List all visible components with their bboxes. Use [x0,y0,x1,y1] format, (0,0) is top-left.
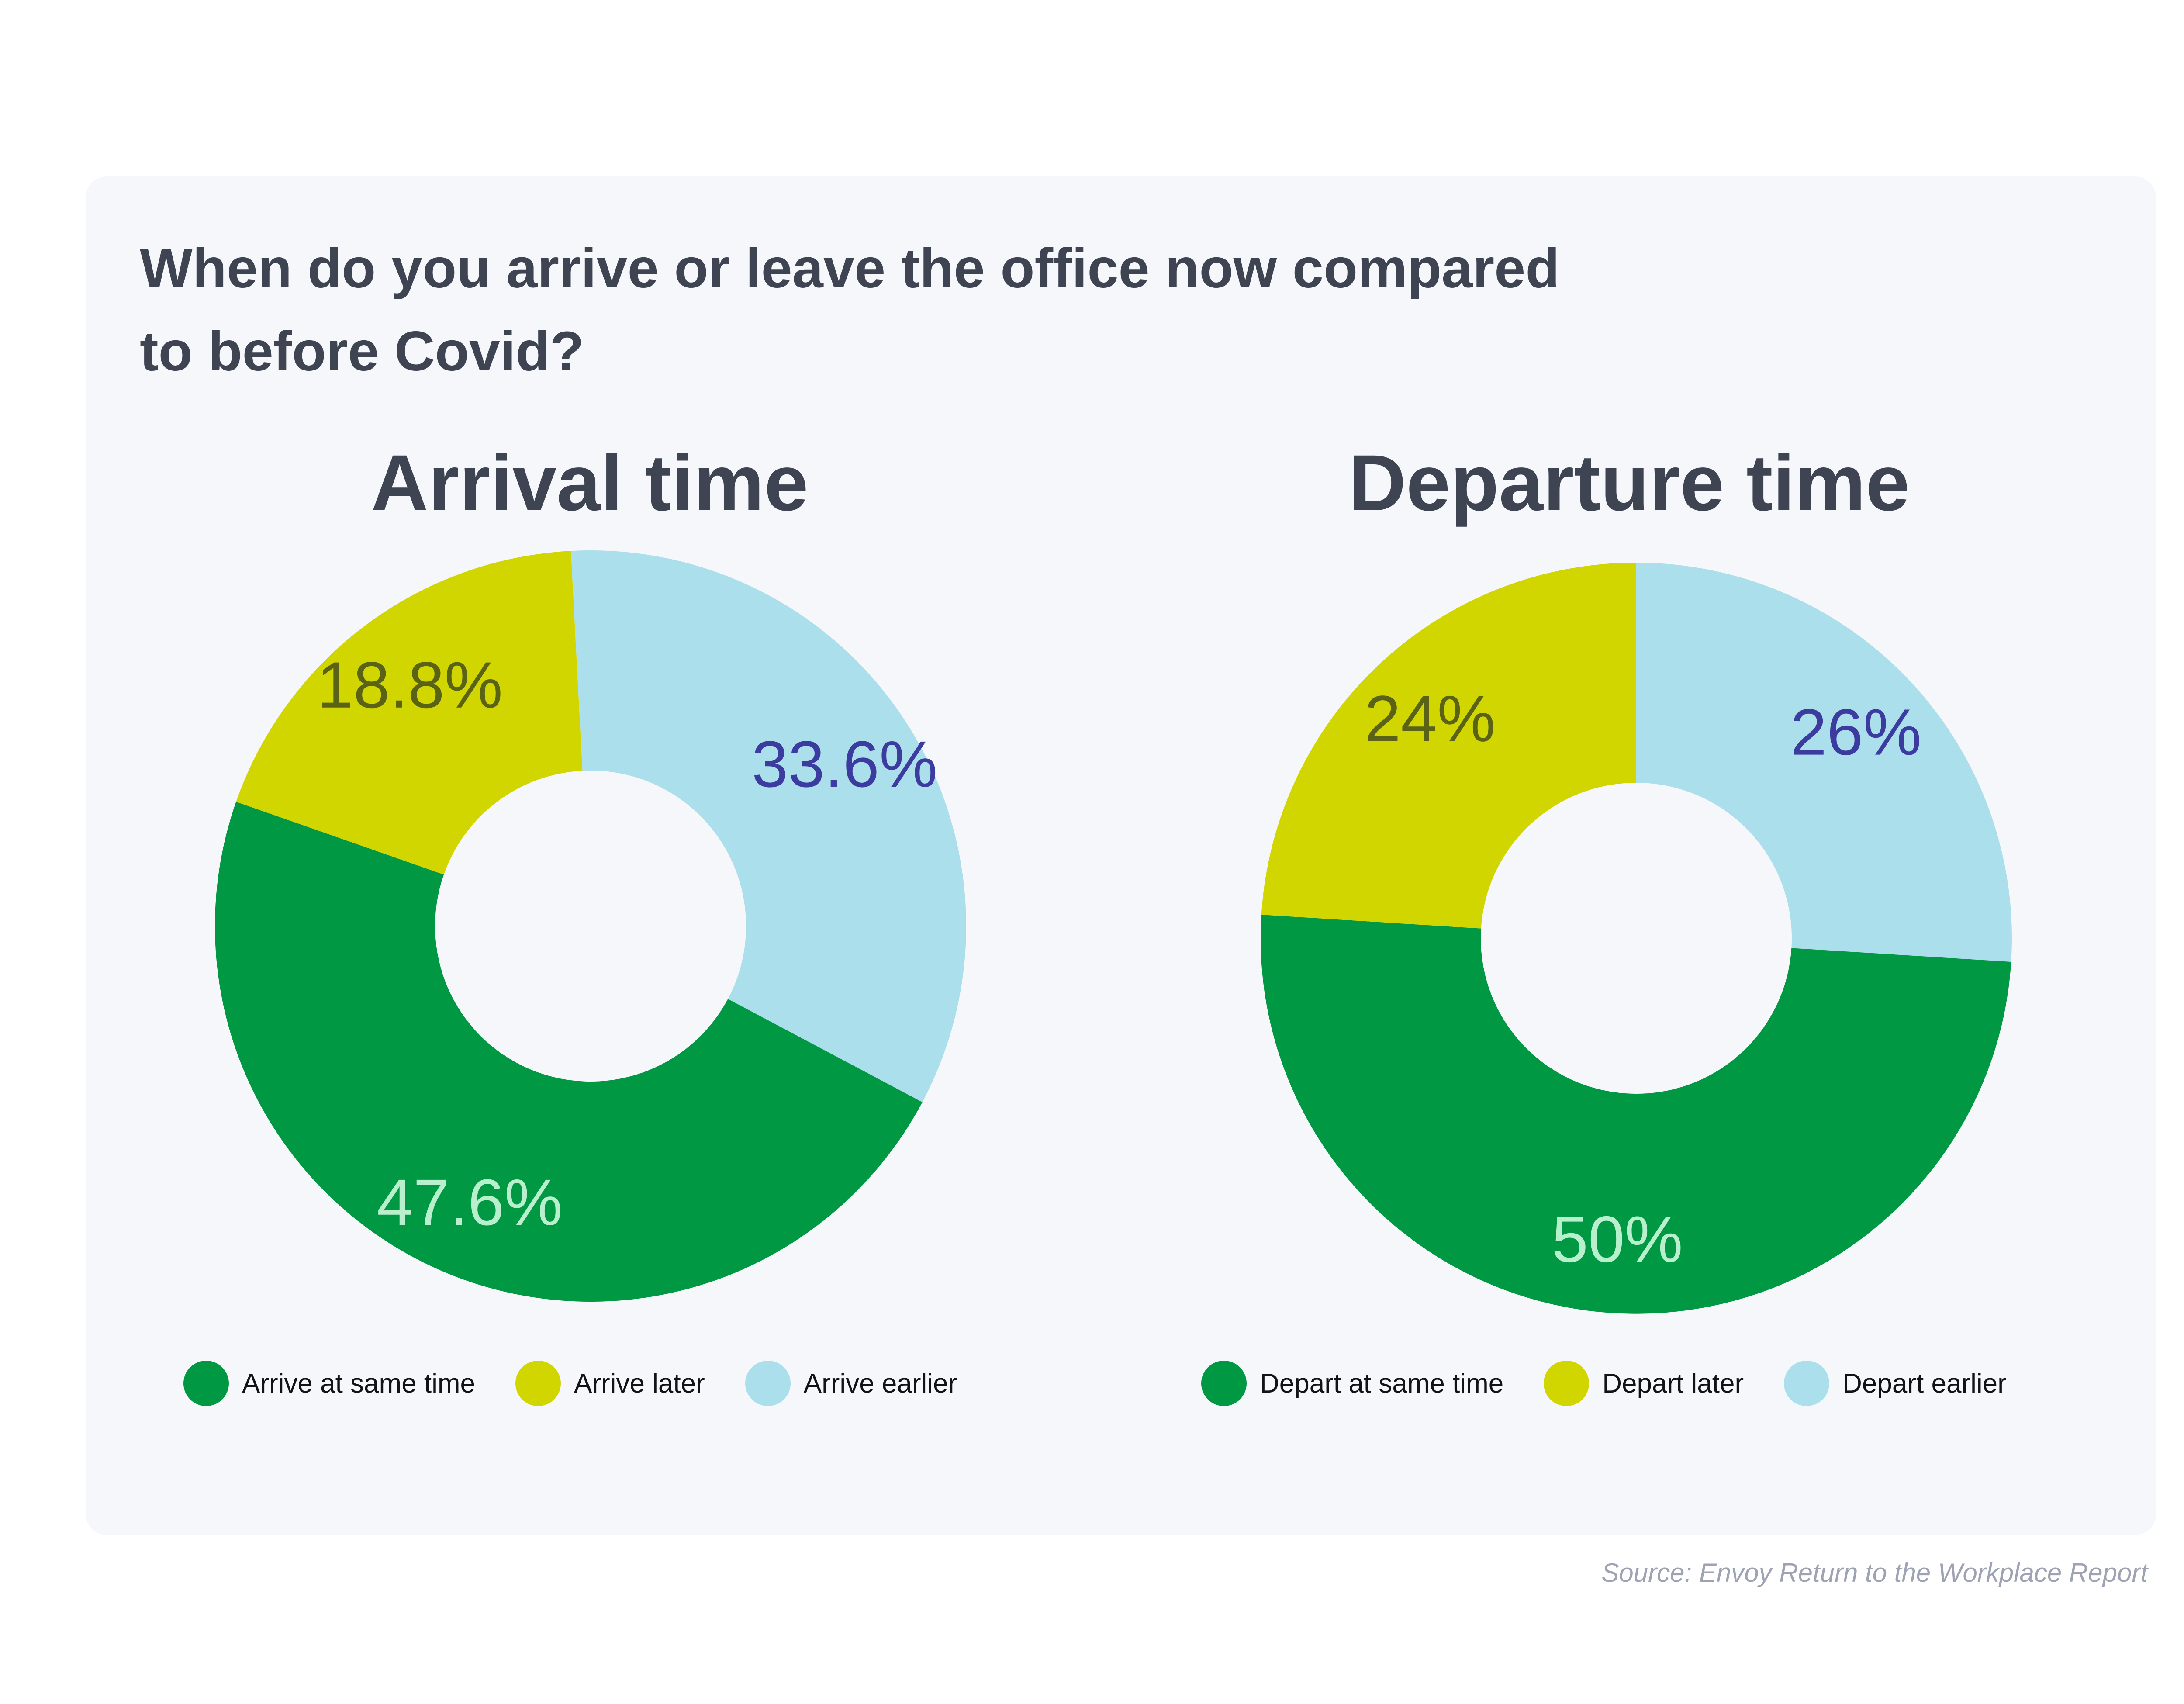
legend-swatch-later [515,1361,561,1406]
legend-swatch-later [1544,1361,1590,1406]
legend-swatch-earlier [1784,1361,1830,1406]
legend-item-arrive-same: Arrive at same time [183,1361,475,1406]
question-line-2: to before Covid? [140,320,584,383]
legend-label: Depart later [1602,1368,1744,1399]
chart-question-title: When do you arrive or leave the office n… [140,227,1712,393]
legend-item-arrive-later: Arrive later [515,1361,705,1406]
source-note: Source: Envoy Return to the Workplace Re… [1601,1558,2148,1587]
legend-item-depart-later: Depart later [1544,1361,1744,1406]
legend-label: Depart at same time [1260,1368,1504,1399]
legend-swatch-same [1201,1361,1247,1406]
slice-arrive-earlier [570,550,967,1103]
legend-swatch-same [183,1361,229,1406]
arrival-legend: Arrive at same time Arrive later Arrive … [183,1359,997,1407]
slice-depart-later [1261,563,1636,929]
departure-legend: Depart at same time Depart later Depart … [1201,1359,2047,1407]
departure-chart-title: Departure time [1348,438,1910,527]
slice-label-arrive-later: 18.8% [317,648,503,722]
slice-depart-at-same-time [1261,915,2011,1314]
legend-label: Arrive at same time [242,1368,476,1399]
slice-arrive-at-same-time [214,802,923,1302]
slice-label-depart-at-same-time: 50% [1552,1203,1683,1276]
slice-label-depart-earlier: 26% [1790,695,1921,769]
question-line-1: When do you arrive or leave the office n… [140,237,1560,300]
slice-label-arrive-earlier: 33.6% [752,727,937,801]
legend-label: Arrive earlier [803,1368,957,1399]
legend-item-depart-same: Depart at same time [1201,1361,1503,1406]
slice-label-depart-later: 24% [1365,682,1496,755]
slice-depart-earlier [1636,563,2012,962]
slice-arrive-later [236,551,583,875]
legend-label: Arrive later [574,1368,705,1399]
legend-item-arrive-earlier: Arrive earlier [745,1361,957,1406]
legend-item-depart-earlier: Depart earlier [1784,1361,2007,1406]
arrival-chart-title: Arrival time [371,438,809,527]
legend-swatch-earlier [745,1361,791,1406]
legend-label: Depart earlier [1842,1368,2007,1399]
slice-label-arrive-at-same-time: 47.6% [377,1165,563,1239]
